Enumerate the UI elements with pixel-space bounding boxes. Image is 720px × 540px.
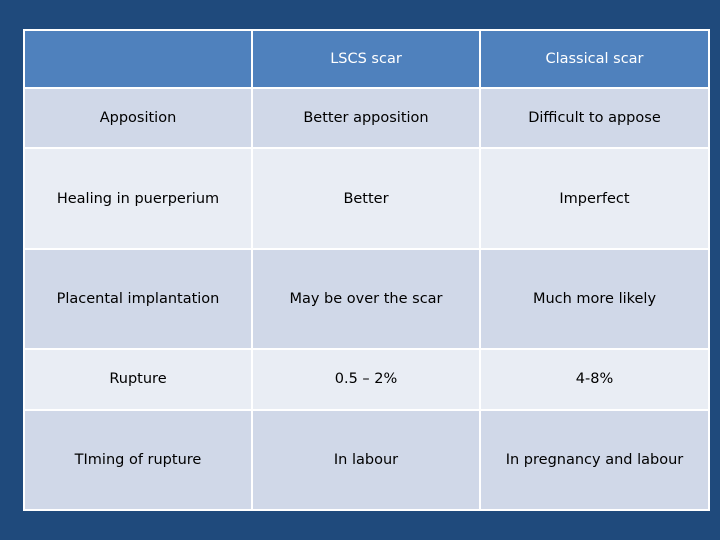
table-row: Apposition Better apposition Difficult t… <box>23 86 710 150</box>
row-label: TIming of rupture <box>23 408 253 511</box>
row-label: Placental implantation <box>23 247 253 351</box>
lscs-cell: In labour <box>251 408 481 511</box>
header-cell-lscs-scar: LSCS scar <box>251 29 481 89</box>
table-row: Placental implantation May be over the s… <box>23 247 710 351</box>
row-label: Apposition <box>23 86 253 150</box>
comparison-table: LSCS scar Classical scar Apposition Bett… <box>23 29 710 511</box>
classical-cell: Imperfect <box>479 147 710 250</box>
lscs-cell: Better <box>251 147 481 250</box>
classical-cell: Much more likely <box>479 247 710 351</box>
row-label: Healing in puerperium <box>23 147 253 250</box>
lscs-cell: Better apposition <box>251 86 481 150</box>
lscs-cell: May be over the scar <box>251 247 481 351</box>
classical-cell: Difficult to appose <box>479 86 710 150</box>
table-row: Rupture 0.5 – 2% 4-8% <box>23 348 710 411</box>
table-row: TIming of rupture In labour In pregnancy… <box>23 408 710 511</box>
header-row: LSCS scar Classical scar <box>23 29 710 89</box>
classical-cell: 4-8% <box>479 348 710 411</box>
table-row: Healing in puerperium Better Imperfect <box>23 147 710 250</box>
row-label: Rupture <box>23 348 253 411</box>
lscs-cell: 0.5 – 2% <box>251 348 481 411</box>
header-cell-classical-scar: Classical scar <box>479 29 710 89</box>
header-cell-empty <box>23 29 253 89</box>
classical-cell: In pregnancy and labour <box>479 408 710 511</box>
